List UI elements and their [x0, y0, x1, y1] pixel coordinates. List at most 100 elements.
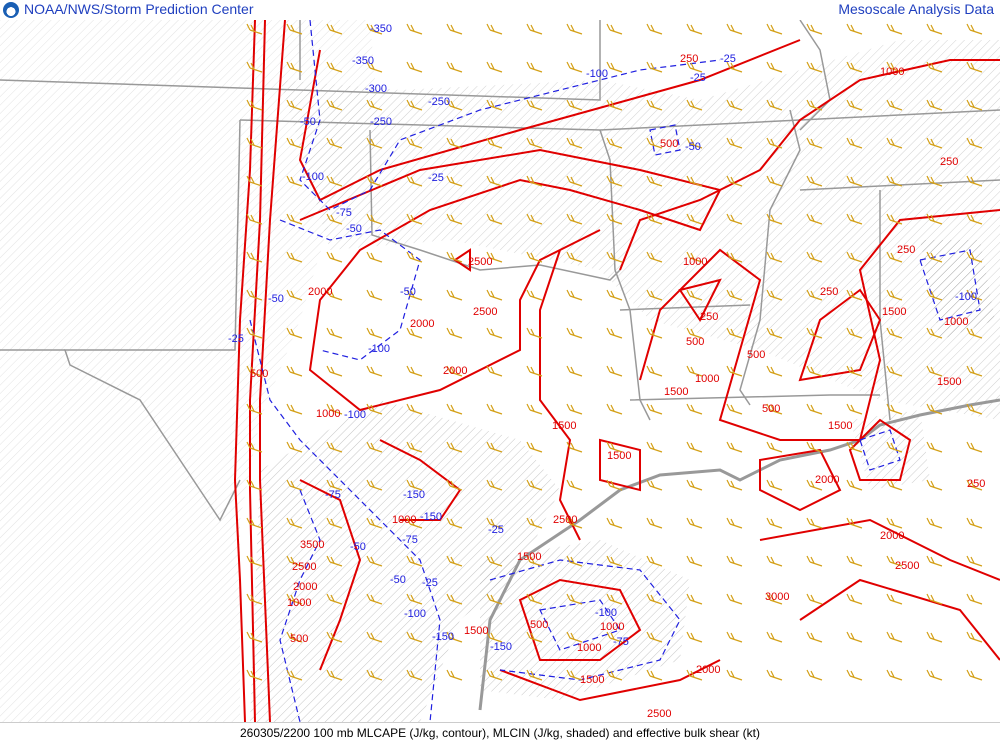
wind-barb: [926, 441, 943, 453]
wind-barb: [246, 631, 263, 643]
wind-barb: [446, 327, 463, 339]
cape-contour-label: 1500: [882, 306, 906, 318]
wind-barb: [806, 365, 823, 377]
wind-barb: [846, 555, 863, 567]
wind-barb: [886, 669, 903, 681]
wind-barb: [886, 327, 903, 339]
wind-barb: [686, 669, 703, 681]
wind-barb: [526, 441, 543, 453]
wind-barb: [246, 213, 263, 225]
wind-barb: [766, 479, 783, 491]
wind-barb: [486, 99, 503, 111]
wind-barb: [366, 251, 383, 263]
wind-barb: [486, 365, 503, 377]
cin-contour-label: -25: [422, 577, 438, 589]
wind-barb: [606, 479, 623, 491]
wind-barb: [286, 403, 303, 415]
cin-contour-label: -75: [325, 489, 341, 501]
wind-barb: [286, 137, 303, 149]
wind-barb: [526, 327, 543, 339]
wind-barb: [446, 251, 463, 263]
wind-barb: [286, 365, 303, 377]
wind-barb: [366, 365, 383, 377]
wind-barb: [526, 631, 543, 643]
cape-contour-label: 1000: [880, 66, 904, 78]
wind-barb: [486, 327, 503, 339]
wind-barb: [446, 555, 463, 567]
wind-barb: [526, 175, 543, 187]
cape-contour-label: 2500: [647, 708, 671, 720]
wind-barb: [886, 593, 903, 605]
wind-barb: [246, 593, 263, 605]
wind-barb: [966, 213, 983, 225]
cape-contour-label: 2000: [880, 530, 904, 542]
wind-barb: [726, 403, 743, 415]
wind-barb: [406, 631, 423, 643]
cin-contour-label: -100: [344, 409, 366, 421]
wind-barb: [486, 23, 503, 35]
cape-contour-label: 1000: [287, 597, 311, 609]
wind-barb: [606, 213, 623, 225]
wind-barbs: [246, 23, 983, 681]
cape-contour-label: 250: [967, 478, 985, 490]
header-right-title: Mesoscale Analysis Data: [838, 1, 994, 17]
wind-barb: [326, 99, 343, 111]
wind-barb: [566, 479, 583, 491]
wind-barb: [326, 403, 343, 415]
cin-contour-label: -250: [370, 116, 392, 128]
wind-barb: [406, 555, 423, 567]
wind-barb: [806, 61, 823, 73]
wind-barb: [366, 517, 383, 529]
map: 250 1000 250 500 2500 2500 2000 2000 2000 1000 500…: [0, 20, 1000, 723]
wind-barb: [406, 517, 423, 529]
wind-barb: [806, 441, 823, 453]
wind-barb: [486, 479, 503, 491]
cape-contour-label: 500: [250, 368, 268, 380]
wind-barb: [486, 289, 503, 301]
wind-barb: [966, 669, 983, 681]
wind-barb: [726, 555, 743, 567]
wind-barb: [806, 517, 823, 529]
wind-barb: [966, 23, 983, 35]
wind-barb: [286, 61, 303, 73]
wind-barb: [366, 327, 383, 339]
wind-barb: [286, 289, 303, 301]
wind-barb: [566, 137, 583, 149]
cin-contour-label: -50: [268, 293, 284, 305]
wind-barb: [526, 251, 543, 263]
wind-barb: [846, 479, 863, 491]
wind-barb: [646, 479, 663, 491]
coastline: [478, 398, 1000, 711]
wind-barb: [326, 327, 343, 339]
wind-barb: [286, 251, 303, 263]
wind-barb: [286, 441, 303, 453]
wind-barb: [446, 289, 463, 301]
wind-barb: [366, 61, 383, 73]
wind-barb: [886, 441, 903, 453]
wind-barb: [966, 479, 983, 491]
wind-barb: [766, 99, 783, 111]
wind-barb: [766, 365, 783, 377]
wind-barb: [446, 479, 463, 491]
wind-barb: [606, 593, 623, 605]
wind-barb: [726, 251, 743, 263]
wind-barb: [406, 403, 423, 415]
cape-contour-label: 2500: [895, 560, 919, 572]
header: NOAA/NWS/Storm Prediction Center Mesosca…: [0, 0, 1000, 20]
wind-barb: [286, 593, 303, 605]
wind-barb: [286, 631, 303, 643]
wind-barb: [566, 403, 583, 415]
wind-barb: [246, 365, 263, 377]
cape-contour-label: 2000: [443, 365, 467, 377]
wind-barb: [326, 137, 343, 149]
wind-barb: [846, 593, 863, 605]
wind-barb: [806, 479, 823, 491]
cin-contour-label: -75: [613, 636, 629, 648]
wind-barb: [446, 213, 463, 225]
wind-barb: [726, 289, 743, 301]
wind-barb: [846, 365, 863, 377]
cape-contour-label: 2500: [473, 306, 497, 318]
cin-contour-label: -50: [390, 574, 406, 586]
wind-barb: [566, 555, 583, 567]
wind-barb: [366, 631, 383, 643]
